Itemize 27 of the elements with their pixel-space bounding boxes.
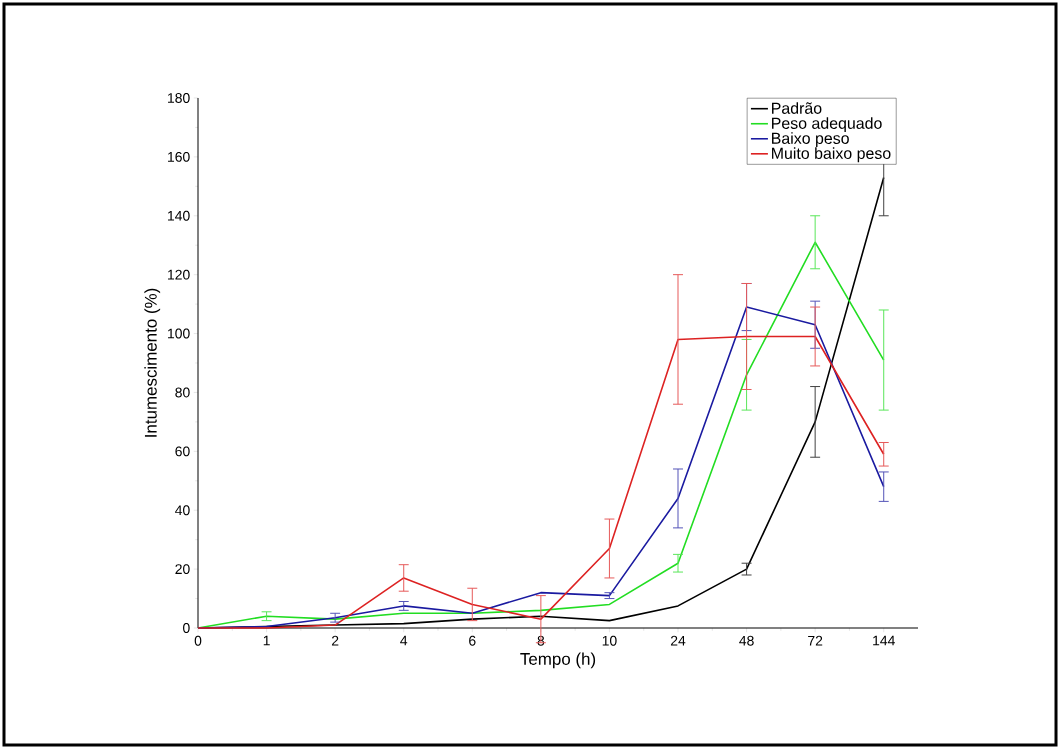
x-tick-label: 24 [670,635,686,646]
y-tick-label: 60 [175,446,190,457]
y-tick-label: 180 [168,93,190,103]
x-tick-label: 6 [469,635,476,646]
y-tick-label: 160 [168,151,190,162]
x-tick-label: 0 [194,635,202,646]
x-tick-label: 10 [602,635,617,646]
y-tick-label: 40 [175,505,190,516]
y-tick-label: 0 [183,623,190,633]
y-tick-label: 20 [175,564,190,575]
x-axis-title: Tempo (h) [520,652,596,669]
legend-label: Padrão [772,102,822,114]
x-tick-label: 72 [808,635,823,646]
x-tick-label: 4 [400,635,408,646]
x-tick-label: 144 [873,635,895,646]
y-tick-label: 100 [168,328,190,339]
x-tick-label: 8 [537,635,545,646]
y-tick-label: 80 [175,387,190,398]
y-tick-label: 120 [168,269,190,280]
x-tick-label: 2 [331,635,339,646]
legend-label: Baixo peso [772,132,849,148]
legend-label: Muito baixo peso [772,147,891,163]
y-axis-title: Intumescimento (%) [144,288,161,437]
x-tick-label: 48 [739,635,754,646]
x-tick-label: 1 [263,635,270,646]
legend-label: Peso adequado [772,117,882,133]
y-tick-label: 140 [168,210,190,221]
